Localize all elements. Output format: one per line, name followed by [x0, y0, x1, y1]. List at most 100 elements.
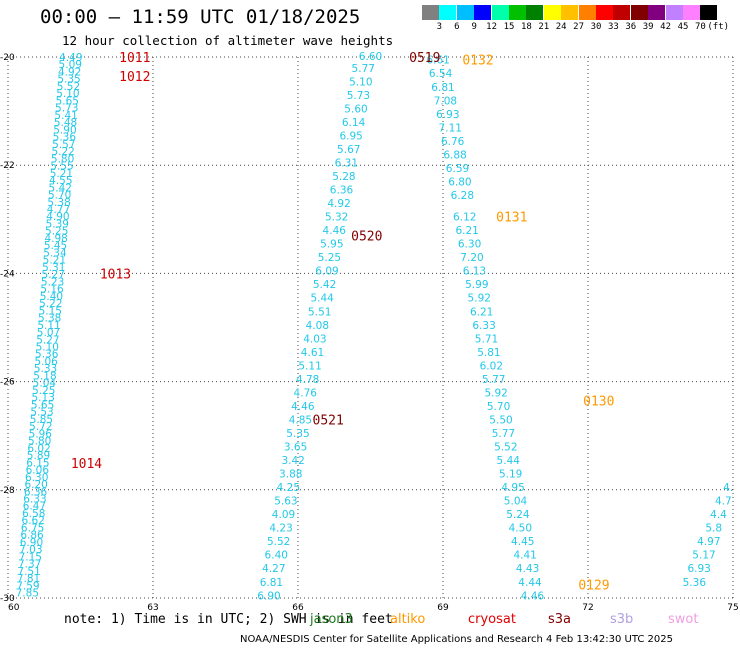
- wave-height-value: 7.85: [16, 588, 39, 600]
- wave-height-value: 5.38: [47, 197, 70, 209]
- wave-height-value: 5.48: [54, 117, 77, 129]
- wave-height-value: 6.15: [26, 457, 49, 469]
- wave-height-value: 6.40: [265, 550, 288, 562]
- wave-height-value: 4.61: [301, 347, 324, 359]
- chart-subtitle: 12 hour collection of altimeter wave hei…: [62, 33, 394, 48]
- wave-height-value: 6.60: [359, 51, 382, 63]
- x-tick-label: 72: [582, 603, 593, 613]
- wave-height-value: 5.92: [468, 293, 491, 305]
- wave-height-value: 6.81: [260, 577, 283, 589]
- pass-label: 0131: [496, 211, 527, 226]
- wave-height-value: 5.25: [318, 252, 341, 264]
- wave-height-value: 5.36: [35, 349, 59, 361]
- legend-s3a: s3a: [548, 612, 572, 627]
- wave-height-value: 6.02: [27, 443, 50, 455]
- wave-height-value: 6.47: [23, 501, 46, 513]
- wave-height-value: 5.95: [320, 239, 343, 251]
- wave-height-value: 4.85: [289, 414, 312, 426]
- wave-height-value: 4.98: [44, 233, 67, 245]
- wave-height-value: 5.23: [41, 276, 64, 288]
- y-tick-label: -24: [0, 269, 15, 279]
- wave-height-value: 6.93: [436, 109, 459, 121]
- wave-height-value: 7.81: [17, 573, 40, 585]
- wave-height-value: 4.41: [513, 550, 536, 562]
- wave-height-value: 5.50: [489, 414, 512, 426]
- wave-height-value: 5.36: [683, 577, 707, 589]
- wave-height-value: 4.97: [697, 536, 720, 548]
- wave-height-value: 6.13: [463, 266, 486, 278]
- wave-height-value: 7.15: [19, 551, 42, 563]
- wave-height-value: 4.46: [521, 590, 545, 602]
- wave-height-value: 5.63: [274, 496, 297, 508]
- wave-height-value: 5.85: [30, 414, 53, 426]
- wave-height-value: 4.7: [715, 496, 732, 508]
- wave-height-value: 5.41: [54, 110, 77, 122]
- colorbar-swatch: [561, 5, 579, 20]
- wave-height-value: 5.34: [43, 247, 67, 259]
- wave-height-value: 4.77: [47, 204, 70, 216]
- colorbar-label: 36: [625, 22, 637, 32]
- wave-height-value: 5.89: [27, 450, 50, 462]
- wave-height-value: 5.72: [29, 421, 52, 433]
- colorbar-label: 45: [677, 22, 689, 32]
- pass-label: 0521: [313, 413, 344, 428]
- wave-height-value: 5.44: [497, 455, 521, 467]
- colorbar-label: 12: [486, 22, 498, 32]
- wave-height-value: 5.32: [325, 212, 348, 224]
- wave-height-value: 5.22: [39, 298, 62, 310]
- wave-height-value: 5.38: [38, 313, 61, 325]
- wave-height-value: 6.33: [472, 320, 495, 332]
- wave-height-value: 4.46: [291, 401, 315, 413]
- wave-height-value: 5.36: [53, 132, 77, 144]
- wave-height-value: 5.53: [30, 407, 53, 419]
- colorbar-swatch: [648, 5, 666, 20]
- wave-height-value: 6.02: [480, 360, 503, 372]
- wave-height-value: 5.80: [28, 436, 51, 448]
- wave-height-value: 5.10: [36, 342, 59, 354]
- wave-height-value: 5.81: [477, 347, 500, 359]
- wave-height-value: 6.86: [20, 530, 44, 542]
- wave-height-value: 4.92: [327, 198, 350, 210]
- wave-height-value: 5.73: [347, 90, 370, 102]
- pass-label: 1011: [119, 51, 150, 66]
- wave-height-value: 5.17: [692, 550, 715, 562]
- x-tick-label: 69: [437, 603, 449, 613]
- wave-height-value: 5.19: [499, 469, 522, 481]
- wave-height-value: 6.61: [426, 55, 449, 67]
- wave-height-value: 5.67: [337, 144, 360, 156]
- colorbar-swatch: [630, 5, 648, 20]
- wave-height-value: 6.93: [687, 563, 710, 575]
- wave-height-value: 5.90: [53, 124, 76, 136]
- wave-height-value: 7.03: [19, 544, 42, 556]
- wave-height-value: 5.39: [46, 218, 69, 230]
- wave-height-value: 3.42: [281, 455, 304, 467]
- wave-height-value: 7.51: [17, 566, 40, 578]
- x-tick-label: 66: [292, 603, 304, 613]
- colorbar-swatch: [439, 5, 457, 20]
- wave-height-value: 5.65: [56, 95, 79, 107]
- wave-height-value: 6.59: [446, 163, 469, 175]
- wave-height-value: 4.90: [46, 211, 69, 223]
- legend-altiko: altiko: [390, 612, 426, 627]
- legend-s3b: s3b: [610, 612, 634, 627]
- wave-height-value: 5.51: [308, 306, 331, 318]
- wave-height-value: 5.8: [705, 523, 722, 535]
- wave-height-value: 5.06: [34, 356, 58, 368]
- wave-height-value: 4.09: [272, 509, 295, 521]
- wave-height-value: 4.08: [306, 320, 329, 332]
- wave-height-value: 6.88: [443, 149, 466, 161]
- wave-height-value: 6.90: [20, 537, 43, 549]
- wave-height-value: 4.78: [296, 374, 319, 386]
- colorbar-swatch: [596, 5, 613, 20]
- legend-cryosat: cryosat: [468, 612, 516, 627]
- colorbar-swatch: [578, 5, 596, 20]
- wave-height-value: 6.31: [335, 157, 358, 169]
- wave-height-value: 4.27: [262, 563, 285, 575]
- y-tick-label: -22: [0, 161, 15, 171]
- footnote: note: 1) Time is in UTC; 2) SWH is in fe…: [64, 612, 393, 627]
- wave-height-value: 4.45: [511, 536, 534, 548]
- wave-height-value: 4.49: [59, 52, 82, 64]
- colorbar-label: 24: [555, 22, 567, 32]
- wave-height-value: 5.22: [51, 146, 74, 158]
